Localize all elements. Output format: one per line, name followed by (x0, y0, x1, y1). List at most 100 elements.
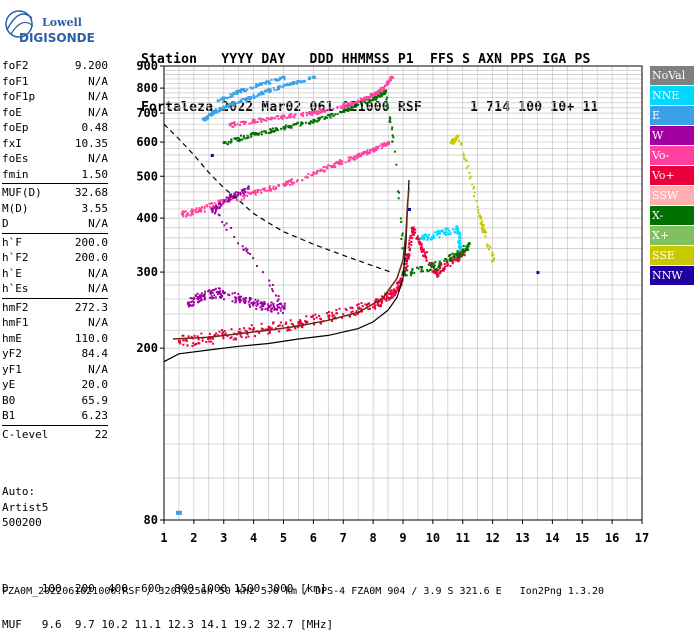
echo-point (249, 192, 252, 195)
echo-point (289, 179, 292, 182)
echo-point (307, 112, 310, 115)
echo-point (221, 200, 224, 203)
echo-point (260, 130, 263, 133)
echo-point (356, 304, 359, 307)
param-row: hmF2 272.3 (2, 300, 108, 316)
echo-point (252, 93, 255, 96)
legend-item: Vo+ (650, 166, 694, 185)
echo-point (350, 311, 353, 314)
echo-point (318, 111, 321, 114)
echo-point (340, 106, 343, 109)
echo-point (465, 166, 468, 169)
echo-point (345, 104, 348, 107)
echo-point (276, 88, 279, 91)
profile-curve (172, 187, 410, 340)
x-tick-label: 9 (399, 531, 406, 545)
param-name: M(D) (2, 201, 29, 215)
echo-point (281, 311, 284, 314)
echo-point (293, 181, 296, 184)
echo-point (222, 105, 225, 108)
auto-label: Auto: (2, 485, 36, 498)
origin-marker (175, 510, 182, 515)
echo-point (462, 154, 465, 157)
echo-point (323, 118, 326, 121)
echo-point (245, 100, 248, 103)
echo-point (462, 152, 465, 155)
echo-point (428, 233, 431, 236)
echo-point (424, 255, 427, 258)
echo-point (209, 114, 212, 117)
echo-point (243, 192, 246, 195)
echo-point (422, 237, 425, 240)
echo-point (305, 320, 308, 323)
echo-point (319, 168, 322, 171)
echo-point (269, 90, 272, 93)
echo-point (324, 165, 327, 168)
echo-point (387, 143, 390, 146)
y-tick-label: 600 (136, 135, 158, 149)
echo-point (349, 306, 352, 309)
echo-point (241, 97, 244, 100)
echo-point (197, 338, 200, 341)
echo-point (221, 328, 224, 331)
echo-point (336, 113, 339, 116)
echo-point (189, 210, 192, 213)
echo-point (422, 254, 425, 257)
echo-point (219, 293, 222, 296)
echo-point (483, 231, 486, 234)
echo-point (229, 337, 232, 340)
echo-point (360, 102, 363, 105)
param-name: fmin (2, 167, 29, 181)
echo-point (347, 159, 350, 162)
echo-point (227, 140, 230, 143)
echo-point (250, 122, 253, 125)
x-tick-label: 10 (426, 531, 440, 545)
echo-point (220, 204, 223, 207)
echo-point (249, 86, 252, 89)
echo-point (318, 118, 321, 121)
echo-trace (449, 134, 496, 263)
echo-point (469, 175, 472, 178)
echo-point (242, 136, 245, 139)
echo-point (216, 99, 220, 103)
echo-point (269, 189, 272, 192)
echo-point (472, 185, 475, 188)
echo-point (405, 266, 408, 269)
echo-point (355, 310, 358, 313)
echo-point (285, 82, 288, 85)
echo-point (293, 80, 296, 83)
echo-point (288, 126, 291, 129)
echo-point (321, 115, 324, 118)
echo-point (220, 294, 223, 297)
echo-point (186, 339, 189, 342)
echo-point (376, 302, 379, 305)
echo-point (255, 265, 258, 268)
echo-point (272, 322, 275, 325)
param-row: foF1p N/A (2, 89, 108, 105)
echo-point (455, 226, 459, 230)
echo-point (250, 135, 253, 138)
echo-point (458, 256, 461, 259)
digisonde-logo-icon: Lowell DIGISONDE (5, 10, 95, 45)
echo-point (192, 298, 195, 301)
echo-point (477, 211, 480, 214)
x-tick-label: 6 (310, 531, 317, 545)
echo-point (387, 141, 391, 145)
echo-point (194, 211, 197, 214)
echo-point (482, 229, 485, 232)
echo-point (352, 156, 355, 159)
echo-point (320, 109, 323, 112)
echo-point (315, 316, 318, 319)
echo-point (467, 245, 470, 248)
echo-point (234, 138, 237, 141)
echo-point (445, 228, 448, 231)
echo-point (375, 298, 378, 301)
echo-point (353, 105, 356, 108)
echo-point (216, 205, 219, 208)
echo-point (433, 267, 436, 270)
echo-point (383, 297, 386, 300)
echo-point (218, 109, 221, 112)
echo-point (333, 163, 336, 166)
echo-point (353, 101, 356, 104)
echo-point (270, 78, 273, 81)
